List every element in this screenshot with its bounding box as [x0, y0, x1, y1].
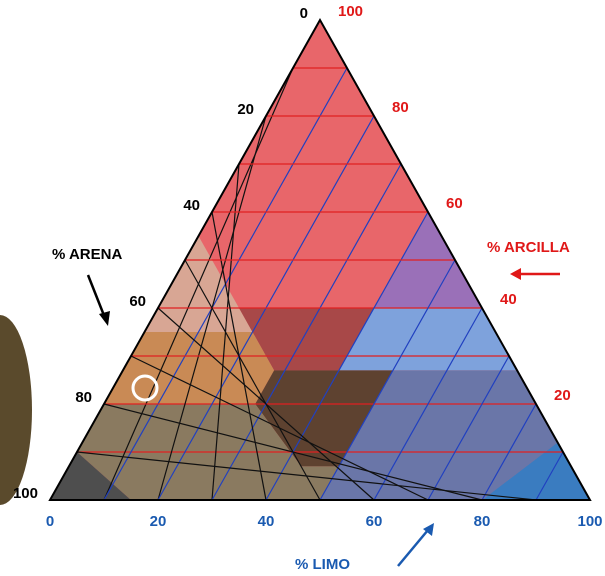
clay-tick-label: 100: [338, 3, 363, 20]
silt-tick-label: 40: [258, 513, 275, 530]
clay-axis-label: % ARCILLA: [487, 239, 570, 256]
sand-grid-line: [130, 355, 429, 501]
silt-tick-label: 0: [46, 513, 54, 530]
sand-tick-label: 100: [13, 485, 38, 502]
silt-tick-label: 80: [474, 513, 491, 530]
grid: [48, 17, 592, 501]
sand-grid-line: [76, 451, 537, 501]
sample-marker[interactable]: [131, 374, 159, 402]
silt-grid-line: [427, 355, 510, 501]
sand-tick-label: 60: [129, 293, 146, 310]
texture-region: [320, 370, 558, 500]
sand-tick-label: 40: [183, 197, 200, 214]
sand-arrowhead: [99, 311, 110, 326]
sand-tick-label: 0: [300, 5, 308, 22]
side-image: [0, 315, 32, 505]
silt-grid-line: [481, 403, 537, 501]
clay-tick-label: 20: [554, 387, 571, 404]
sand-tick-label: 20: [237, 101, 254, 118]
silt-grid-line: [211, 163, 402, 501]
texture-region: [104, 332, 275, 404]
sand-grid-line: [184, 259, 321, 501]
silt-tick-label: 100: [577, 513, 602, 530]
texture-region: [239, 308, 374, 371]
sand-grid-line: [103, 403, 483, 501]
triangle-outline: [48, 17, 592, 501]
silt-arrow: [397, 529, 429, 567]
silt-grid-line: [319, 259, 456, 501]
sand-grid-line: [157, 307, 375, 501]
clay-tick-label: 60: [446, 195, 463, 212]
sand-tick-label: 80: [75, 389, 92, 406]
clay-tick-label: 80: [392, 99, 409, 116]
clay-tick-label: 40: [500, 291, 517, 308]
sand-arrow: [86, 274, 107, 319]
texture-region: [255, 370, 393, 467]
texture-region: [482, 442, 590, 500]
silt-grid-line: [535, 451, 564, 501]
silt-tick-label: 60: [366, 513, 383, 530]
silt-arrowhead: [423, 523, 434, 536]
silt-tick-label: 20: [150, 513, 167, 530]
silt-axis-label: % LIMO: [295, 556, 350, 573]
silt-grid-line: [373, 307, 483, 501]
clay-arrowhead: [510, 268, 521, 280]
sand-axis-label: % ARENA: [52, 246, 122, 263]
